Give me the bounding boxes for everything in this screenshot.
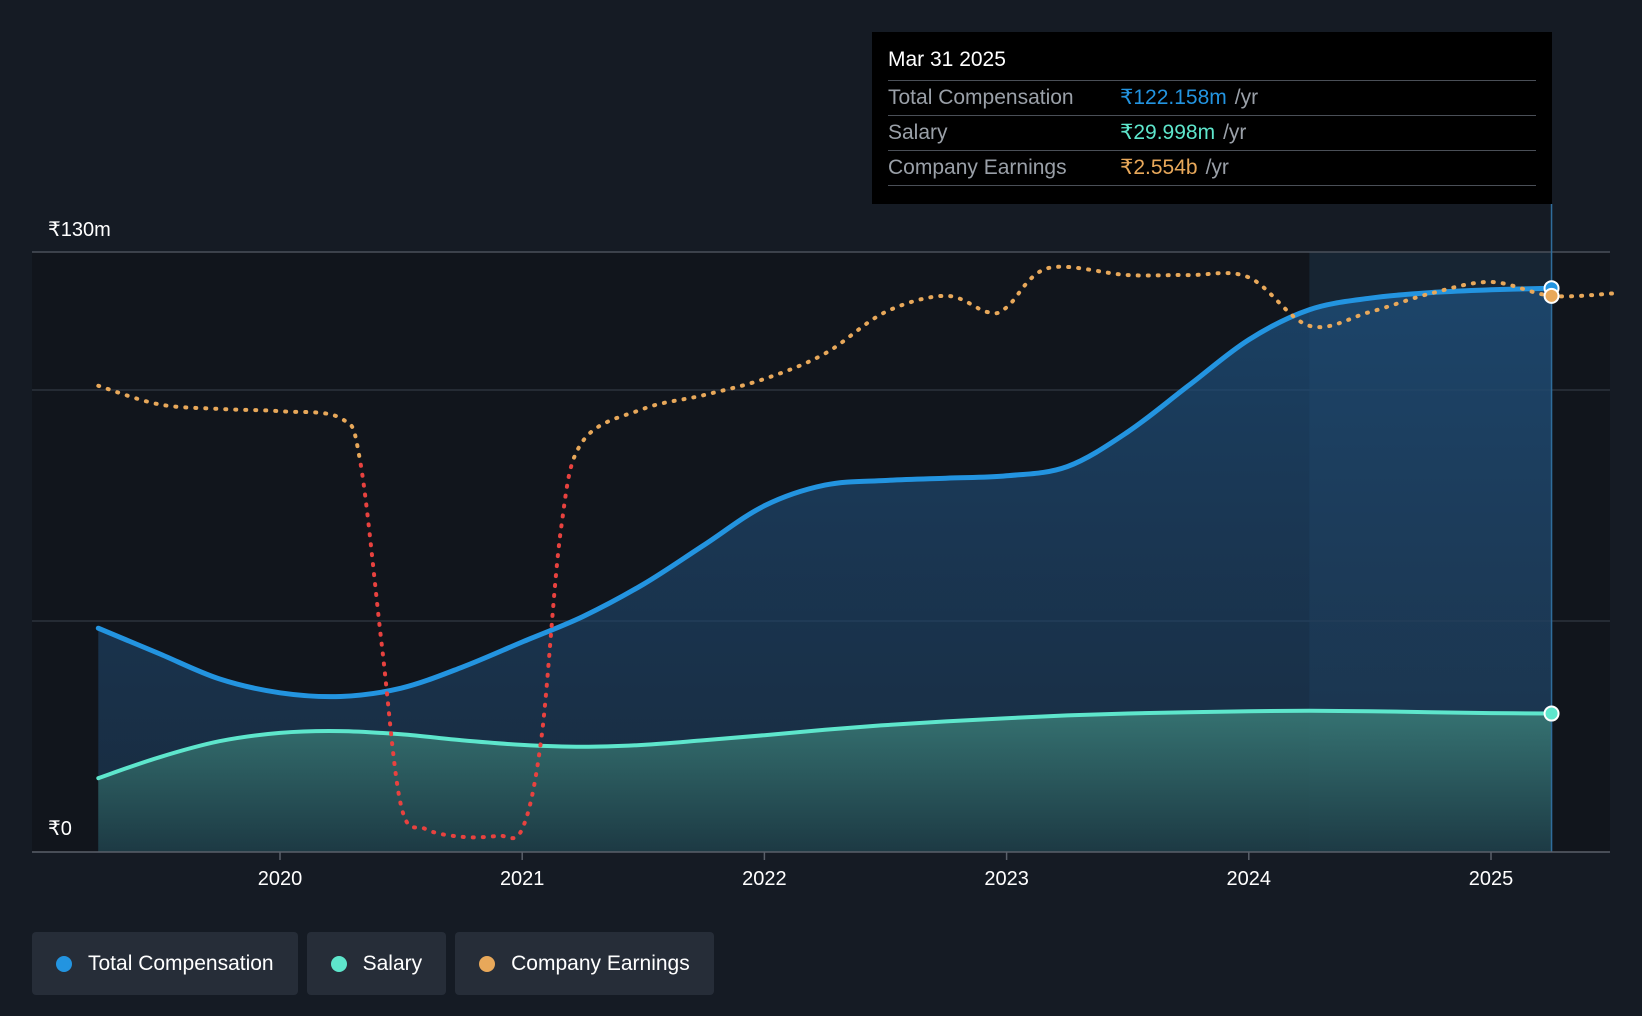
tooltip: Mar 31 2025 Total Compensation ₹122.158m… — [872, 32, 1552, 204]
salary-line — [96, 708, 1554, 781]
legend-item-total-compensation[interactable]: Total Compensation — [32, 932, 298, 995]
tooltip-label: Company Earnings — [888, 156, 1067, 179]
legend-item-salary[interactable]: Salary — [306, 932, 447, 995]
tooltip-unit: /yr — [1205, 156, 1229, 179]
legend: Total Compensation Salary Company Earnin… — [32, 932, 714, 995]
legend-dot-icon — [56, 955, 72, 972]
tooltip-unit: /yr — [1234, 86, 1259, 109]
tooltip-label: Salary — [888, 121, 948, 144]
x-tick-label: 2023 — [984, 868, 1029, 890]
tooltip-value: ₹2.554b — [1120, 156, 1198, 179]
legend-label: Salary — [362, 951, 423, 975]
salary-marker — [1543, 705, 1560, 722]
tooltip-row-salary: Salary ₹29.998m /yr — [888, 116, 1536, 151]
legend-item-company-earnings[interactable]: Company Earnings — [455, 932, 714, 995]
y-axis-bottom-label: ₹0 — [48, 818, 72, 840]
legend-dot-icon — [330, 955, 347, 972]
salary-area — [98, 710, 1552, 852]
x-tick-label: 2022 — [742, 868, 787, 890]
legend-label: Total Compensation — [88, 951, 274, 975]
tooltip-label: Total Compensation — [888, 86, 1074, 109]
tooltip-unit: /yr — [1223, 121, 1247, 144]
company-earnings-line — [96, 264, 1615, 460]
tooltip-date: Mar 31 2025 — [888, 46, 1536, 81]
x-tick-label: 2021 — [500, 868, 545, 890]
x-tick-label: 2024 — [1227, 868, 1272, 890]
tooltip-value: ₹122.158m — [1120, 86, 1227, 109]
x-tick-label: 2020 — [258, 868, 303, 890]
total-compensation-line — [95, 285, 1554, 700]
tooltip-value: ₹29.998m — [1120, 121, 1216, 144]
tooltip-row-company-earnings: Company Earnings ₹2.554b /yr — [888, 151, 1536, 186]
tooltip-row-total-compensation: Total Compensation ₹122.158m /yr — [888, 81, 1536, 116]
legend-dot-icon — [479, 955, 496, 972]
legend-label: Company Earnings — [511, 951, 690, 975]
company-earnings-marker — [1543, 287, 1560, 304]
x-tick-label: 2025 — [1469, 868, 1514, 890]
y-axis-top-label: ₹130m — [48, 219, 111, 241]
